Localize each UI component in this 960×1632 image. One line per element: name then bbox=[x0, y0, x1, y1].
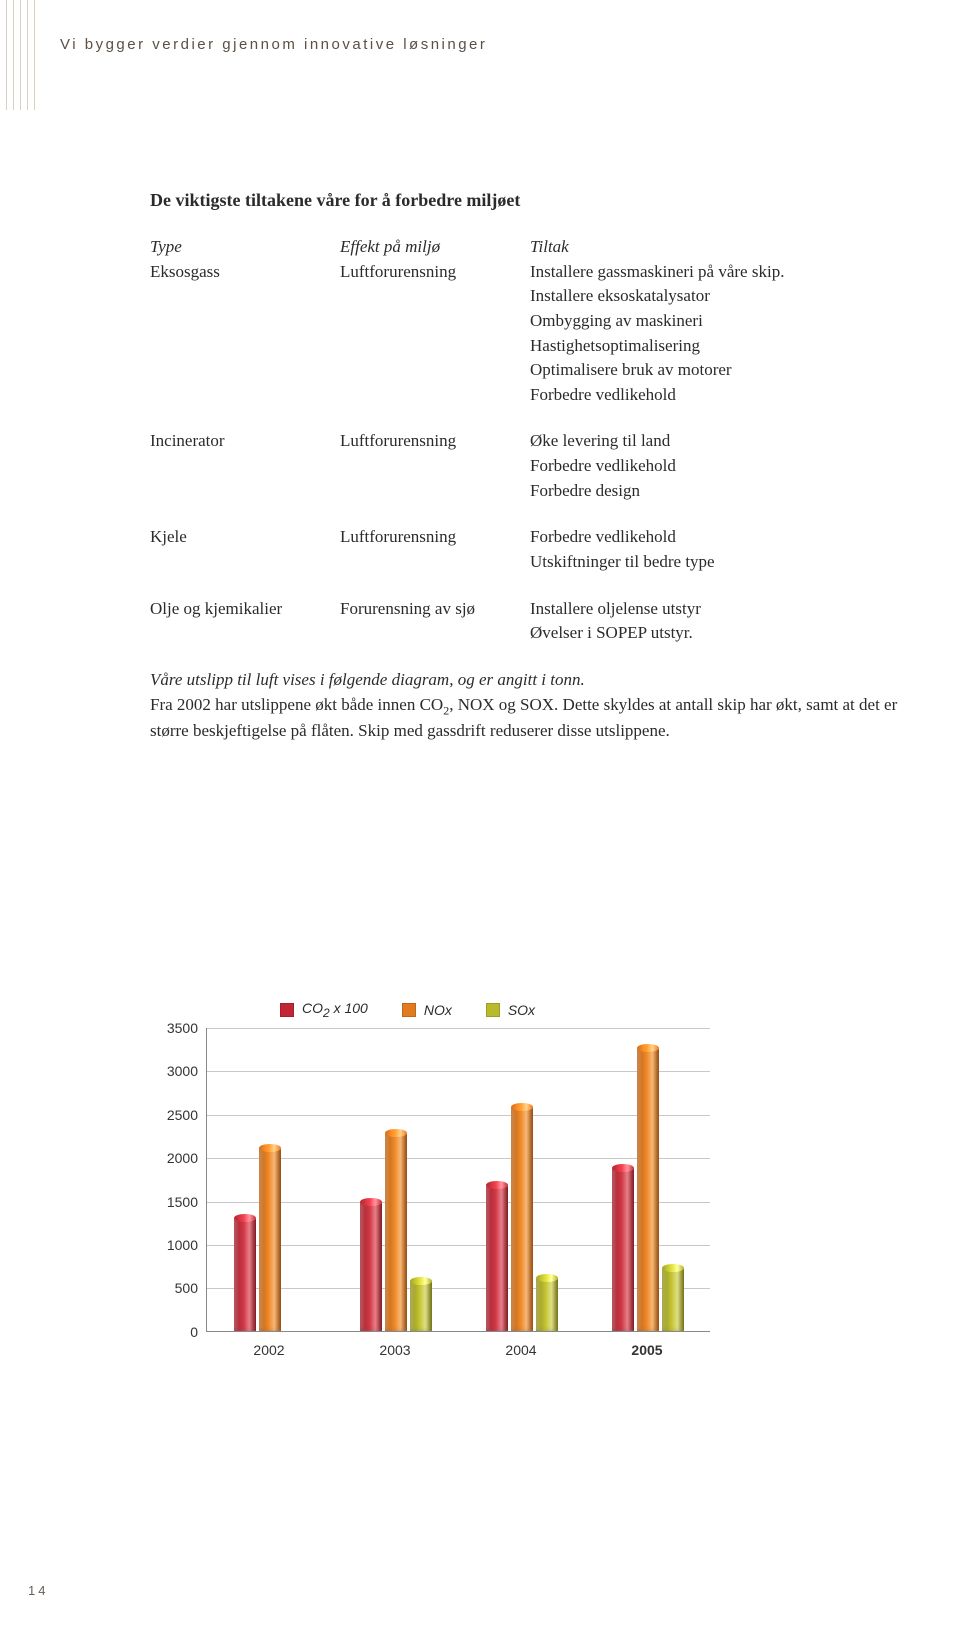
cell-type: Incinerator bbox=[150, 429, 340, 503]
y-axis-label: 3500 bbox=[150, 1020, 198, 1036]
page-tagline: Vi bygger verdier gjennom innovative løs… bbox=[60, 36, 487, 53]
measures-table: Type Effekt på miljø Tiltak EksosgassLuf… bbox=[150, 235, 910, 646]
legend-item-nox: NOx bbox=[402, 1002, 452, 1018]
table-row: IncineratorLuftforurensningØke levering … bbox=[150, 429, 910, 503]
table-row: Olje og kjemikalierForurensning av sjøIn… bbox=[150, 597, 910, 646]
bar-group bbox=[360, 1133, 432, 1331]
chart-area: 0500100015002000250030003500 20022003200… bbox=[150, 1028, 710, 1358]
x-axis-label: 2002 bbox=[253, 1342, 284, 1358]
cell-measures: Forbedre vedlikeholdUtskiftninger til be… bbox=[530, 525, 910, 574]
header-effect: Effekt på miljø bbox=[340, 235, 530, 260]
measure-line: Hastighetsoptimalisering bbox=[530, 334, 910, 359]
bar-co2 bbox=[360, 1202, 382, 1331]
page-number: 14 bbox=[28, 1583, 48, 1598]
measure-line: Forbedre vedlikehold bbox=[530, 525, 910, 550]
section-title: De viktigste tiltakene våre for å forbed… bbox=[150, 190, 910, 211]
bar-sox bbox=[662, 1268, 684, 1331]
bar-co2 bbox=[612, 1168, 634, 1330]
table-row: KjeleLuftforurensningForbedre vedlikehol… bbox=[150, 525, 910, 574]
bar-group bbox=[612, 1048, 684, 1331]
bar-group bbox=[234, 1148, 306, 1330]
cell-effect: Luftforurensning bbox=[340, 260, 530, 408]
cell-measures: Installere gassmaskineri på våre skip.In… bbox=[530, 260, 910, 408]
bar-co2 bbox=[234, 1218, 256, 1331]
bar-nox bbox=[637, 1048, 659, 1331]
swatch-co2 bbox=[280, 1003, 294, 1017]
cell-type: Olje og kjemikalier bbox=[150, 597, 340, 646]
measure-line: Optimalisere bruk av motorer bbox=[530, 358, 910, 383]
measure-line: Forbedre vedlikehold bbox=[530, 454, 910, 479]
measure-line: Installere eksoskatalysator bbox=[530, 284, 910, 309]
bar-group bbox=[486, 1107, 558, 1331]
measure-line: Øke levering til land bbox=[530, 429, 910, 454]
legend-item-sox: SOx bbox=[486, 1002, 535, 1018]
y-axis-label: 1000 bbox=[150, 1237, 198, 1253]
plot-area bbox=[206, 1028, 710, 1332]
grid-line bbox=[207, 1028, 710, 1029]
cell-measures: Installere oljelense utstyrØvelser i SOP… bbox=[530, 597, 910, 646]
bar-nox bbox=[511, 1107, 533, 1331]
measure-line: Forbedre design bbox=[530, 479, 910, 504]
bar-sox bbox=[410, 1281, 432, 1331]
main-content: De viktigste tiltakene våre for å forbed… bbox=[150, 190, 910, 744]
table-row: EksosgassLuftforurensningInstallere gass… bbox=[150, 260, 910, 408]
decorative-side-lines bbox=[0, 0, 40, 110]
para-part-a: Fra 2002 har utslippene økt både innen C… bbox=[150, 695, 443, 714]
bar-co2 bbox=[486, 1185, 508, 1331]
bar-nox bbox=[259, 1148, 281, 1330]
swatch-sox bbox=[486, 1003, 500, 1017]
cell-effect: Forurensning av sjø bbox=[340, 597, 530, 646]
bar-sox bbox=[536, 1278, 558, 1331]
emissions-chart: CO2 x 100 NOx SOx 0 500 1000 1500 2000 2500 30… bbox=[150, 1000, 710, 1358]
x-axis-label: 2003 bbox=[379, 1342, 410, 1358]
header-type: Type bbox=[150, 235, 340, 260]
header-measure: Tiltak bbox=[530, 235, 910, 260]
legend-item-co2: CO2 x 100 bbox=[280, 1000, 368, 1020]
measure-line: Forbedre vedlikehold bbox=[530, 383, 910, 408]
y-axis-label: 500 bbox=[150, 1280, 198, 1296]
y-axis-label: 0 bbox=[150, 1324, 198, 1340]
measure-line: Øvelser i SOPEP utstyr. bbox=[530, 621, 910, 646]
y-axis-label: 2000 bbox=[150, 1150, 198, 1166]
chart-legend: CO2 x 100 NOx SOx bbox=[280, 1000, 710, 1020]
cell-type: Kjele bbox=[150, 525, 340, 574]
cell-effect: Luftforurensning bbox=[340, 525, 530, 574]
table-header-row: Type Effekt på miljø Tiltak bbox=[150, 235, 910, 260]
measure-line: Ombygging av maskineri bbox=[530, 309, 910, 334]
y-axis-label: 3000 bbox=[150, 1063, 198, 1079]
measure-line: Installere oljelense utstyr bbox=[530, 597, 910, 622]
description-paragraph: Våre utslipp til luft vises i følgende d… bbox=[150, 668, 910, 744]
y-axis-label: 2500 bbox=[150, 1107, 198, 1123]
measure-line: Installere gassmaskineri på våre skip. bbox=[530, 260, 910, 285]
cell-measures: Øke levering til landForbedre vedlikehol… bbox=[530, 429, 910, 503]
cell-type: Eksosgass bbox=[150, 260, 340, 408]
measure-line: Utskiftninger til bedre type bbox=[530, 550, 910, 575]
cell-effect: Luftforurensning bbox=[340, 429, 530, 503]
x-axis-label: 2004 bbox=[505, 1342, 536, 1358]
bar-nox bbox=[385, 1133, 407, 1331]
swatch-nox bbox=[402, 1003, 416, 1017]
y-axis-label: 1500 bbox=[150, 1194, 198, 1210]
x-axis-label: 2005 bbox=[631, 1342, 662, 1358]
italic-intro: Våre utslipp til luft vises i følgende d… bbox=[150, 670, 585, 689]
